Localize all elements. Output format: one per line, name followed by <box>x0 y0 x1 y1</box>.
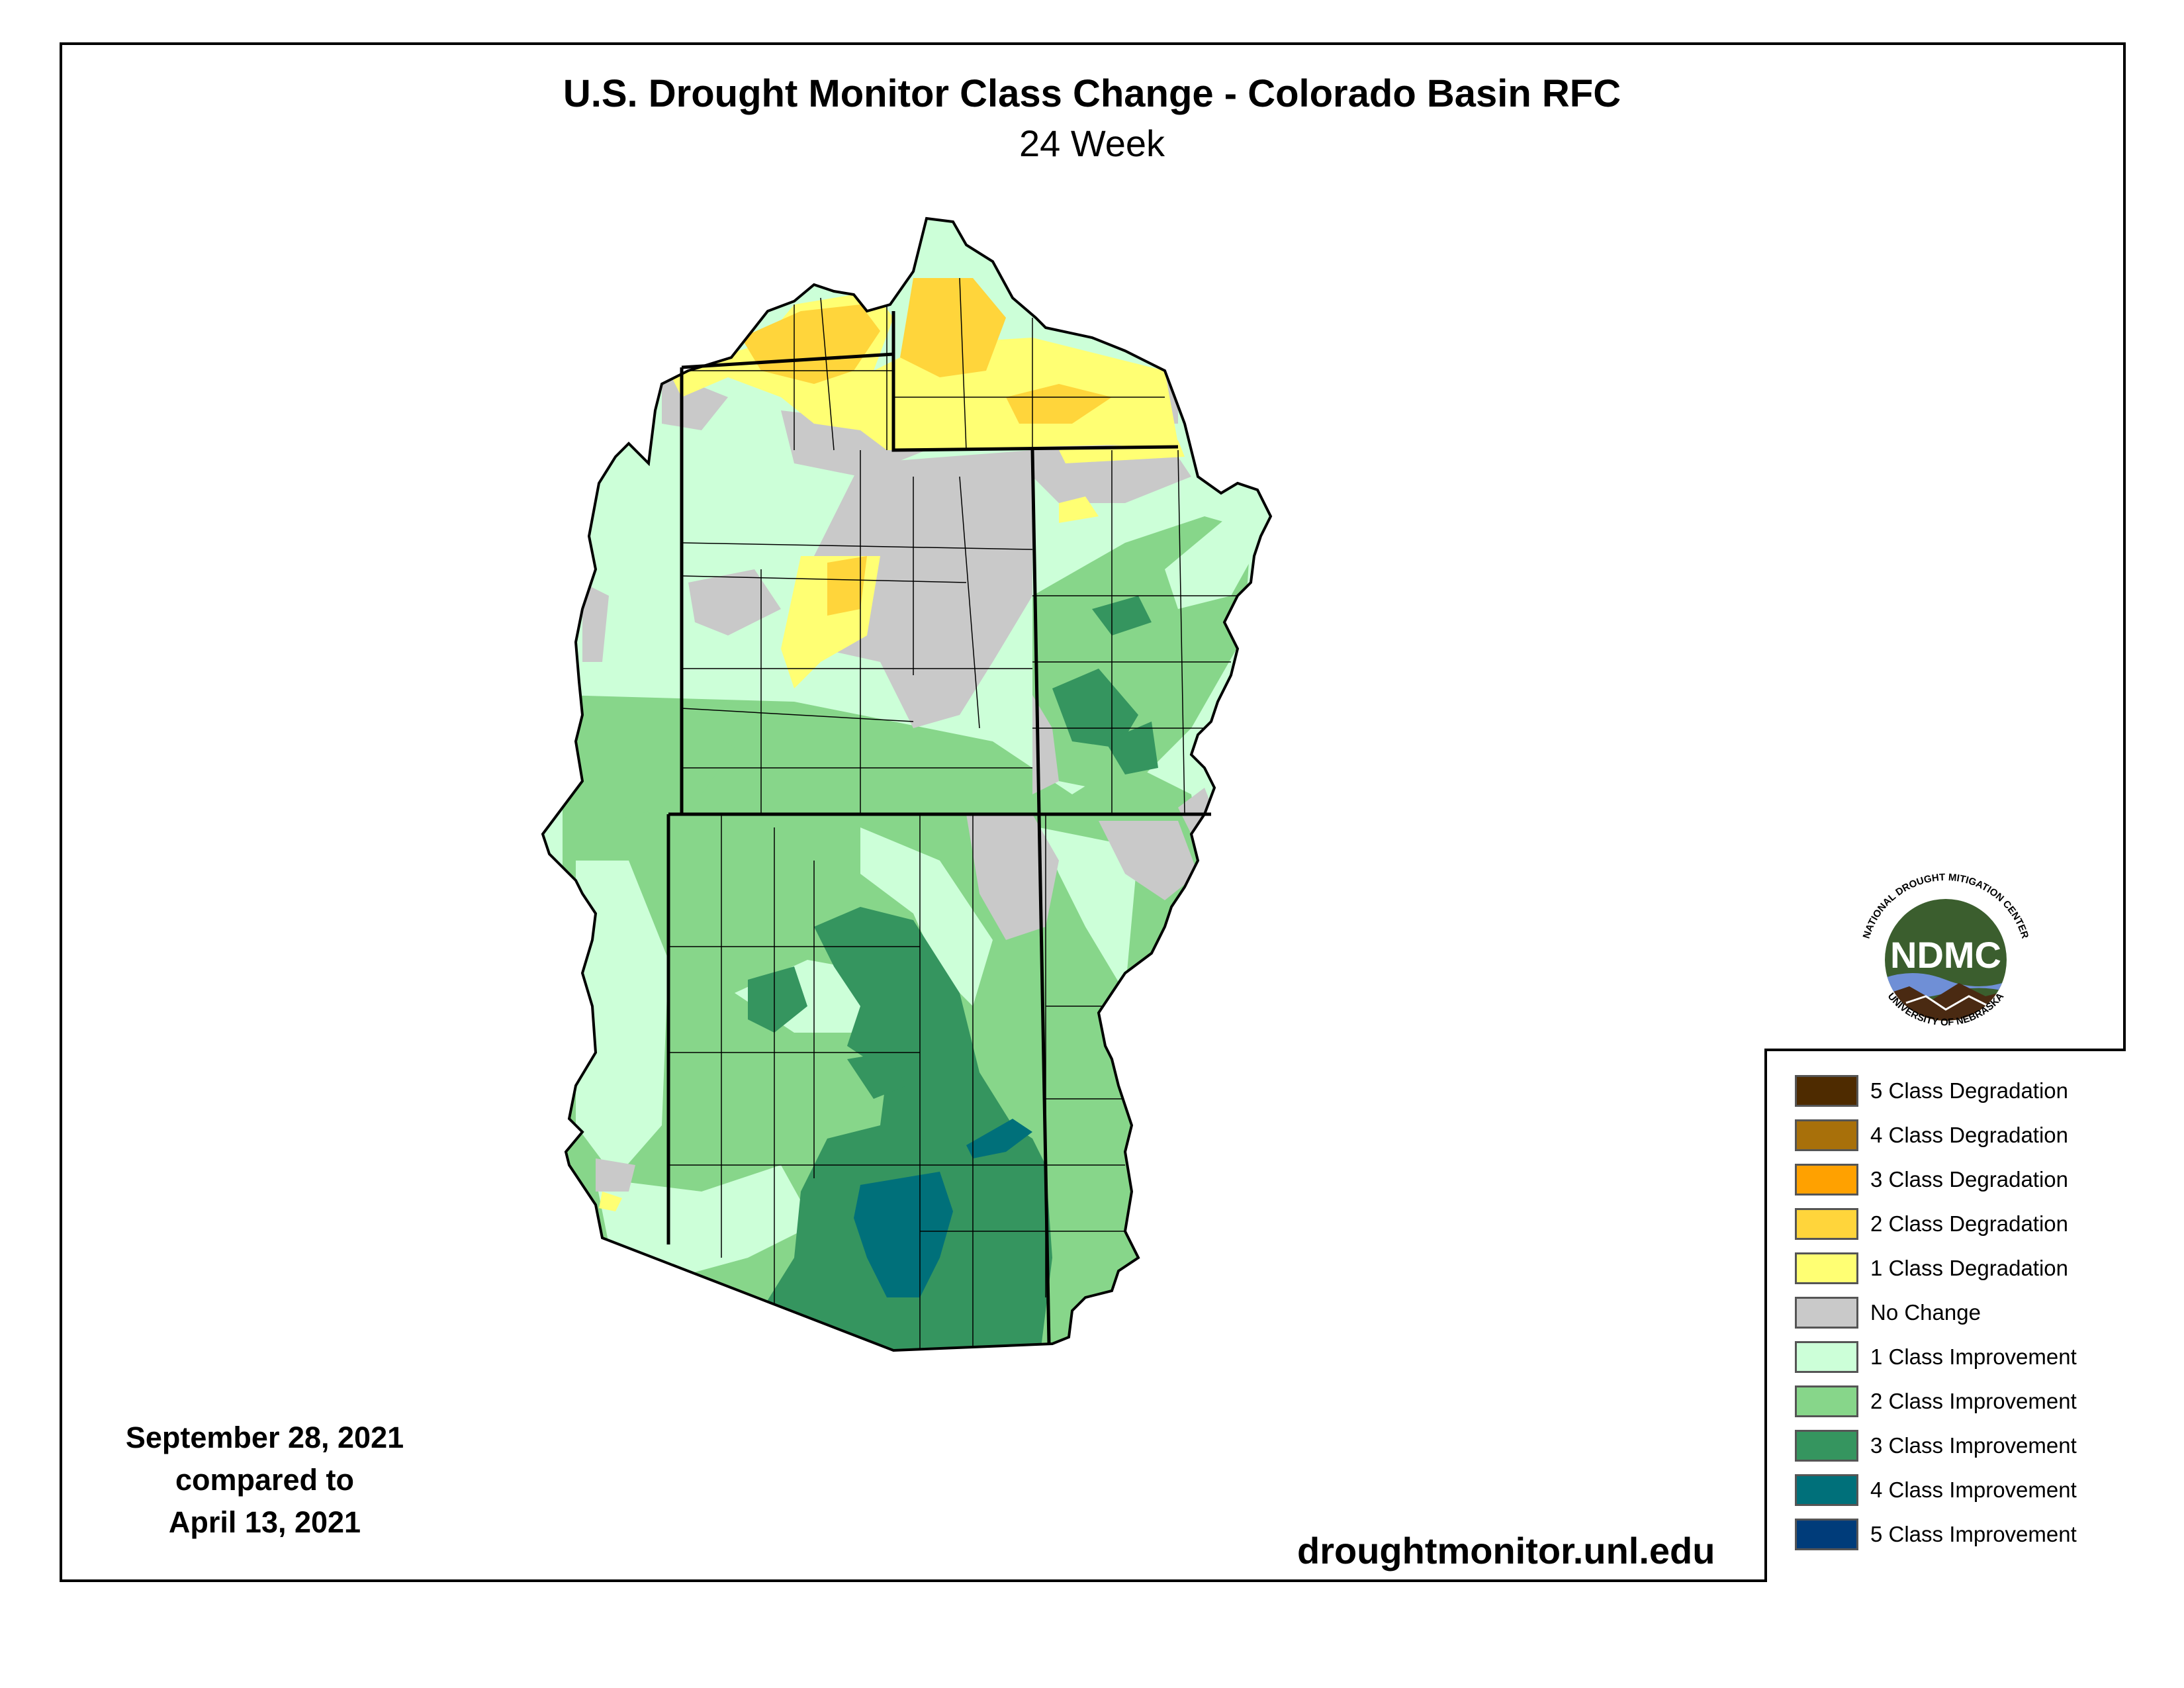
source-url[interactable]: droughtmonitor.unl.edu <box>1297 1530 1715 1571</box>
legend-item: 4 Class Improvement <box>1795 1473 2077 1507</box>
legend-item: 1 Class Improvement <box>1795 1340 2077 1374</box>
legend-label: 2 Class Degradation <box>1870 1211 2068 1236</box>
legend-swatch <box>1795 1474 1858 1506</box>
legend-item: 5 Class Improvement <box>1795 1517 2077 1552</box>
legend-label: 3 Class Degradation <box>1870 1167 2068 1192</box>
legend-label: 1 Class Improvement <box>1870 1344 2077 1369</box>
map-subtitle: 24 Week <box>1019 122 1165 164</box>
legend-item: 4 Class Degradation <box>1795 1118 2068 1152</box>
logo-abbr: NDMC <box>1890 934 2001 976</box>
legend-label: 1 Class Degradation <box>1870 1256 2068 1280</box>
legend-swatch <box>1795 1075 1858 1107</box>
legend-item: No Change <box>1795 1295 1981 1330</box>
legend-swatch <box>1795 1119 1858 1151</box>
legend-swatch <box>1795 1341 1858 1373</box>
legend-label: 3 Class Improvement <box>1870 1433 2077 1458</box>
drought-class-regions <box>543 218 1271 1350</box>
legend-label: 5 Class Improvement <box>1870 1522 2077 1546</box>
legend-swatch <box>1795 1519 1858 1550</box>
legend-swatch <box>1795 1297 1858 1329</box>
legend-item: 3 Class Degradation <box>1795 1162 2068 1197</box>
legend-swatch <box>1795 1164 1858 1196</box>
legend-label: 4 Class Degradation <box>1870 1123 2068 1147</box>
legend-label: 2 Class Improvement <box>1870 1389 2077 1413</box>
legend-swatch <box>1795 1252 1858 1284</box>
legend-item: 5 Class Degradation <box>1795 1074 2068 1108</box>
ndmc-logo: NDMC NATIONAL DROUGHT MITIGATION CENTER … <box>1861 872 2031 1028</box>
legend-item: 2 Class Improvement <box>1795 1384 2077 1419</box>
date-compared-to: compared to <box>175 1463 355 1497</box>
legend-item: 2 Class Degradation <box>1795 1207 2068 1241</box>
legend-label: 4 Class Improvement <box>1870 1477 2077 1502</box>
date-comparison: September 28, 2021 compared to April 13,… <box>79 1417 450 1544</box>
legend-label: 5 Class Degradation <box>1870 1078 2068 1103</box>
legend-swatch <box>1795 1208 1858 1240</box>
state-boundaries <box>666 311 1211 1344</box>
legend: 5 Class Degradation 4 Class Degradation 3 … <box>1764 1049 2126 1582</box>
legend-swatch <box>1795 1430 1858 1462</box>
legend-label: No Change <box>1870 1300 1981 1325</box>
legend-item: 1 Class Degradation <box>1795 1251 2068 1286</box>
legend-swatch <box>1795 1385 1858 1417</box>
basin-outline <box>541 216 1273 1352</box>
date-previous: April 13, 2021 <box>168 1505 361 1539</box>
map-title: U.S. Drought Monitor Class Change - Colo… <box>563 72 1621 115</box>
legend-item: 3 Class Improvement <box>1795 1429 2077 1463</box>
date-current: September 28, 2021 <box>125 1421 404 1454</box>
